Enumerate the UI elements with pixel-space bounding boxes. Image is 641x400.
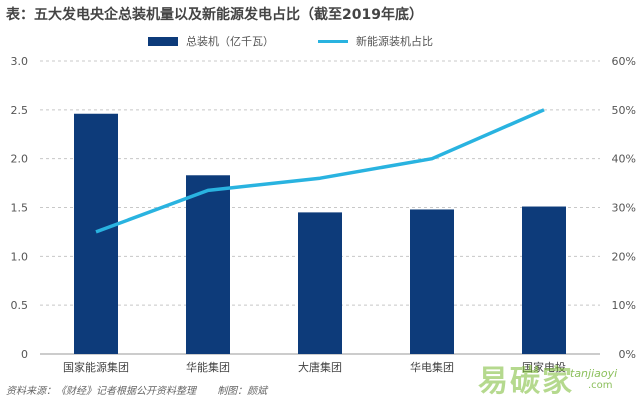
bar-2 bbox=[298, 212, 342, 354]
x-tick-label: 大唐集团 bbox=[298, 360, 342, 374]
watermark-sub: tanjiaoyi bbox=[570, 367, 618, 380]
y-left-tick-label: 1.5 bbox=[11, 202, 29, 215]
source-note: 资料来源：《财经》记者根据公开资料整理 制图：颜斌 bbox=[6, 382, 267, 397]
bar-0 bbox=[74, 113, 118, 355]
y-left-tick-label: 2.5 bbox=[11, 104, 29, 117]
bar-3 bbox=[410, 209, 454, 354]
x-tick-label: 国家电投 bbox=[522, 360, 566, 374]
line-series bbox=[95, 108, 545, 234]
legend-line: 新能源装机占比 bbox=[318, 33, 433, 49]
bar-1 bbox=[186, 175, 230, 354]
y-right-tick-label: 50% bbox=[612, 104, 636, 117]
chart-title: 表：五大发电央企总装机量以及新能源发电占比（截至2019年底） bbox=[6, 7, 423, 23]
watermark-domain: .com bbox=[588, 380, 613, 391]
bar-4 bbox=[522, 206, 566, 354]
legend-line-swatch bbox=[318, 39, 348, 43]
x-tick-label: 华能集团 bbox=[186, 360, 230, 374]
x-tick-label: 国家能源集团 bbox=[63, 360, 129, 374]
y-left-tick-label: 1.0 bbox=[11, 250, 29, 263]
y-right-tick-label: 30% bbox=[612, 202, 636, 215]
y-right-tick-label: 20% bbox=[612, 250, 636, 263]
watermark-logo: 易碳家 bbox=[478, 364, 574, 399]
y-left-tick-label: 0 bbox=[21, 348, 28, 361]
source-text: 资料来源：《财经》记者根据公开资料整理 bbox=[6, 386, 196, 397]
y-right-tick-label: 10% bbox=[612, 299, 636, 312]
y-right-tick-label: 40% bbox=[612, 153, 636, 166]
credit-text: 制图：颜斌 bbox=[217, 386, 268, 397]
y-right-tick-label: 0% bbox=[619, 348, 636, 361]
legend-bar: 总装机（亿千瓦） bbox=[148, 33, 274, 49]
y-left-tick-label: 2.0 bbox=[11, 153, 29, 166]
x-tick-label: 华电集团 bbox=[410, 360, 454, 374]
legend-bar-swatch bbox=[148, 36, 178, 46]
y-right-tick-label: 60% bbox=[612, 55, 636, 68]
y-left-tick-label: 3.0 bbox=[11, 55, 29, 68]
legend-line-label: 新能源装机占比 bbox=[356, 35, 433, 48]
legend-bar-label: 总装机（亿千瓦） bbox=[186, 35, 274, 48]
y-left-tick-label: 0.5 bbox=[11, 299, 29, 312]
